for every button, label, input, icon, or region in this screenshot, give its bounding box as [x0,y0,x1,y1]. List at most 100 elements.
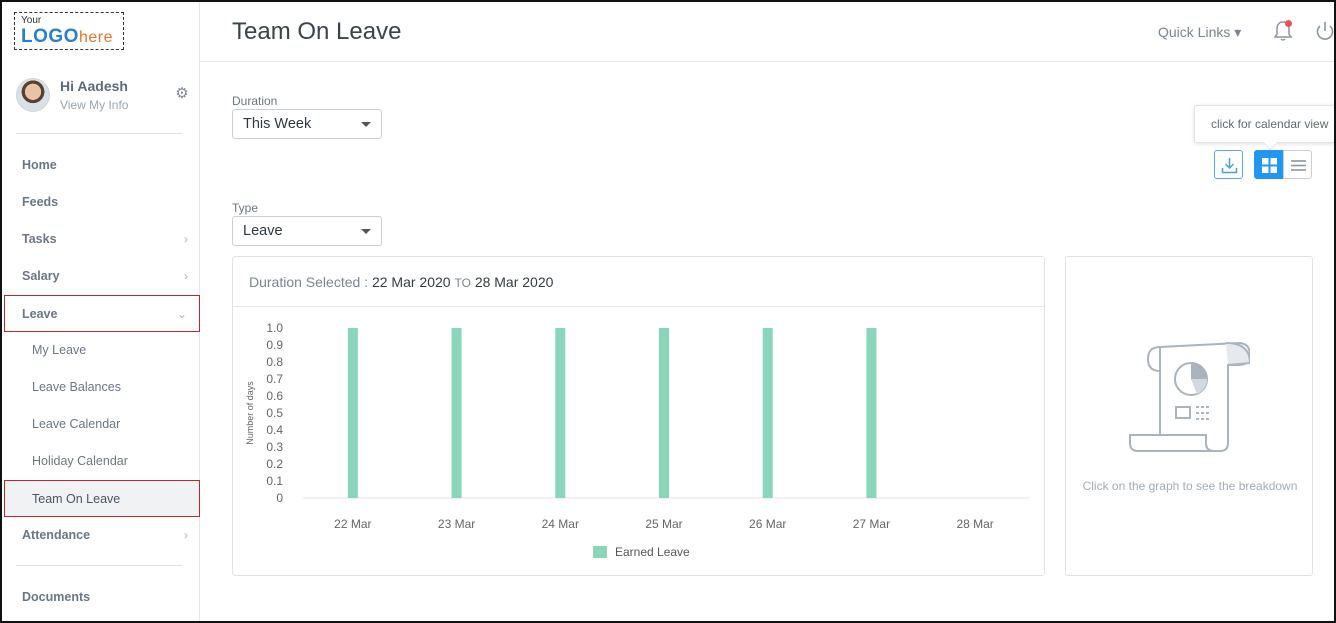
sidebar-item-label: Holiday Calendar [32,454,128,468]
sidebar-item-attendance[interactable]: Attendance › [2,517,200,554]
y-tick-label: 0 [276,491,283,505]
breakdown-panel: Click on the graph to see the breakdown [1065,256,1313,576]
list-icon [1291,160,1306,171]
duration-from-date: 22 Mar 2020 [371,274,451,290]
sidebar-item-home[interactable]: Home [2,147,200,184]
y-tick-label: 0.9 [266,338,283,352]
top-header: Team On Leave Quick Links ▾ [200,2,1334,62]
logo-main-text: LOGOhere [21,26,113,47]
power-icon [1316,22,1334,40]
sidebar-item-label: Tasks [22,232,57,246]
logo-small-text: Your [21,15,42,26]
company-logo[interactable]: Your LOGOhere [14,12,124,50]
caret-down-icon [361,122,371,127]
sidebar-item-label: Leave Balances [32,380,121,394]
type-select[interactable]: Leave [232,216,382,246]
chart-bar[interactable] [659,328,669,498]
sidebar-item-label: Leave Calendar [32,417,121,431]
x-tick-label: 22 Mar [334,517,371,531]
chart-bar[interactable] [866,328,877,498]
sidebar: Your LOGOhere Hi Aadesh View My Info ⚙ H… [2,2,200,621]
logo-main-word: LOGO [21,26,79,47]
report-scroll-icon [1129,341,1250,452]
logo-accent-word: here [78,29,113,46]
page-title: Team On Leave [232,18,402,45]
chevron-right-icon: › [184,269,188,283]
user-profile: Hi Aadesh View My Info ⚙ [16,76,196,116]
x-tick-label: 28 Mar [956,517,993,531]
sidebar-item-label: Attendance [22,528,91,542]
x-tick-label: 24 Mar [542,517,579,531]
y-tick-label: 0.1 [266,474,283,488]
sidebar-item-label: Leave [22,307,58,321]
y-axis-label: Number of days [245,381,255,445]
download-icon [1221,158,1238,174]
breakdown-hint: Click on the graph to see the breakdown [1082,479,1298,493]
x-tick-label: 23 Mar [438,517,475,531]
sidebar-item-team-on-leave[interactable]: Team On Leave [4,480,200,517]
chart-bar[interactable] [555,328,566,498]
chevron-right-icon: › [184,528,188,542]
duration-select[interactable]: This Week [232,109,382,139]
y-tick-label: 0.8 [266,355,283,369]
main-content: Duration This Week Type Leave click for … [200,62,1334,621]
chart-bar[interactable] [451,328,462,498]
y-tick-label: 0.6 [266,389,283,403]
grid-icon [1262,158,1277,173]
sidebar-item-label: Team On Leave [32,492,121,506]
leave-bar-chart[interactable]: 0 0.1 0.2 0.3 0.4 0.5 0.6 0.7 0.8 0.9 1.0 Number of… [233,308,1044,574]
sidebar-nav: Home Feeds Tasks › Salary › Leave ⌄ My Leave Leav… [2,147,200,554]
chart-card: Duration Selected : 22 Mar 2020 TO 28 Ma… [232,256,1045,576]
x-tick-label: 25 Mar [645,517,682,531]
sidebar-item-documents[interactable]: Documents [2,579,200,616]
notification-badge [1285,20,1292,27]
type-value: Leave [243,223,283,239]
sidebar-item-label: Home [22,158,57,172]
sidebar-item-label: Salary [22,269,60,283]
x-tick-label: 27 Mar [853,517,890,531]
x-tick-label: 26 Mar [749,517,786,531]
sidebar-divider [16,133,182,134]
avatar[interactable] [16,78,50,112]
download-button[interactable] [1214,150,1243,179]
sidebar-divider [16,565,182,566]
y-tick-label: 0.5 [266,406,283,420]
duration-to-word: TO [454,276,471,290]
duration-label: Duration [232,94,278,108]
duration-value: This Week [243,116,312,132]
y-tick-label: 0.2 [266,457,283,471]
sidebar-item-leave-calendar[interactable]: Leave Calendar [2,406,200,443]
duration-selected-label: Duration Selected : [249,274,369,290]
legend-label: Earned Leave [615,545,690,559]
calendar-view-tooltip: click for calendar view [1194,105,1334,143]
duration-selected-header: Duration Selected : 22 Mar 2020 TO 28 Ma… [233,257,1044,307]
list-view-button[interactable] [1283,150,1312,179]
sidebar-item-label: Documents [22,590,91,604]
sidebar-item-leave-balances[interactable]: Leave Balances [2,369,200,406]
y-tick-label: 1.0 [266,321,283,335]
chevron-right-icon: › [184,232,188,246]
quick-links-dropdown[interactable]: Quick Links ▾ [1158,24,1242,40]
gear-icon[interactable]: ⚙ [175,85,189,102]
sidebar-item-label: My Leave [32,343,87,357]
sidebar-item-leave[interactable]: Leave ⌄ [4,295,200,332]
chart-bar[interactable] [762,328,773,498]
sidebar-item-salary[interactable]: Salary › [2,258,200,295]
sidebar-item-tasks[interactable]: Tasks › [2,221,200,258]
chevron-down-icon: ⌄ [176,307,187,321]
caret-down-icon [361,229,371,234]
sidebar-item-label: Feeds [22,195,59,209]
view-my-info-link[interactable]: View My Info [60,98,129,112]
chart-bar[interactable] [347,328,358,498]
user-greeting: Hi Aadesh [60,78,128,94]
grid-view-button[interactable] [1254,150,1283,179]
sidebar-item-holiday-calendar[interactable]: Holiday Calendar [2,443,200,480]
logout-button[interactable] [1314,20,1334,48]
type-label: Type [232,201,259,215]
sidebar-item-feeds[interactable]: Feeds [2,184,200,221]
duration-to-date: 28 Mar 2020 [474,274,554,290]
legend-swatch [593,546,607,558]
sidebar-item-my-leave[interactable]: My Leave [2,332,200,369]
notification-bell[interactable] [1273,20,1293,42]
